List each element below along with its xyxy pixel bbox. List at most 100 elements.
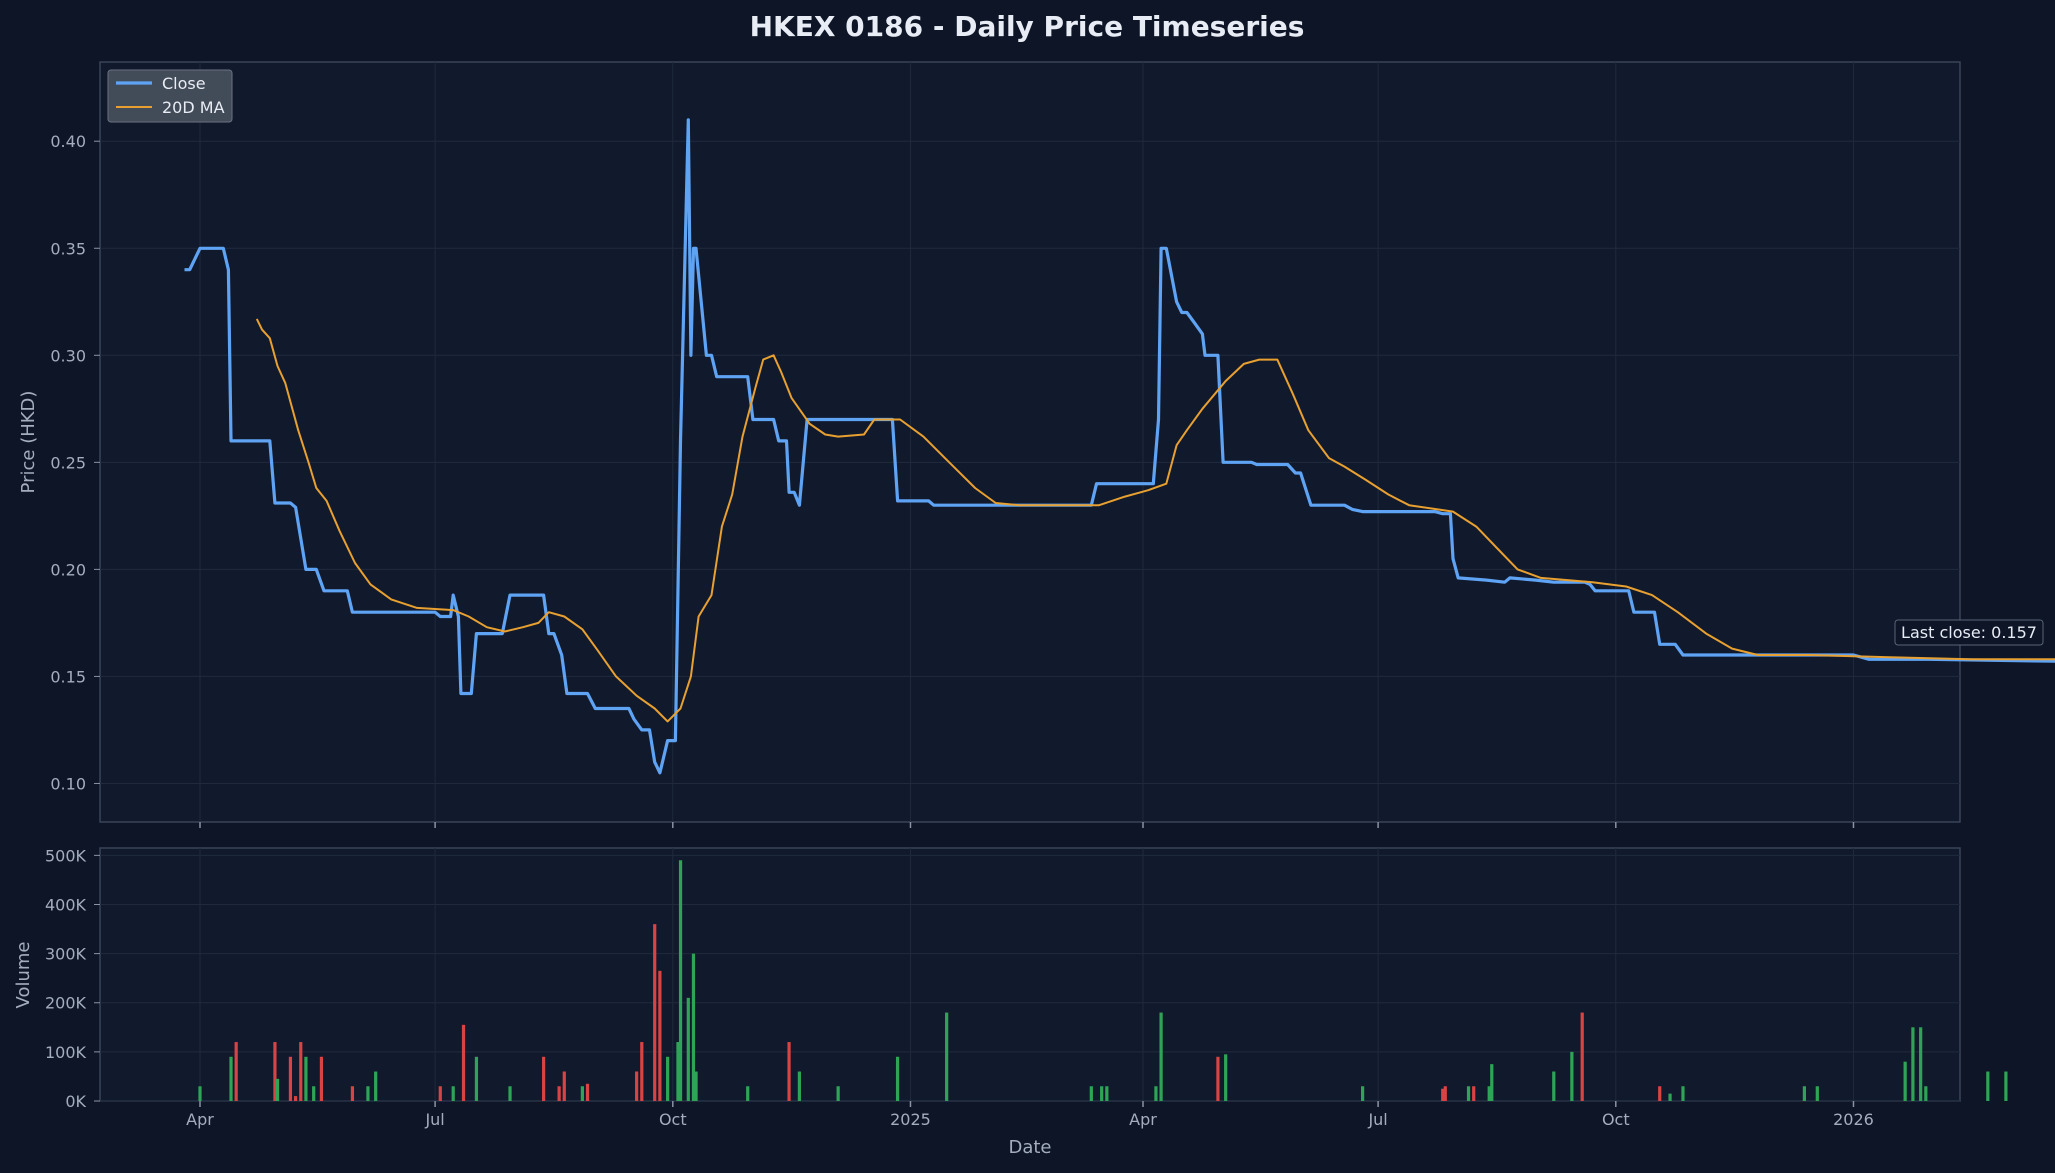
close-price-line (184, 118, 2055, 775)
x-axis-label: Date (1008, 1137, 1051, 1158)
legend: Close 20D MA (107, 69, 233, 123)
volume-bar (797, 1071, 801, 1101)
volume-bar (676, 1042, 680, 1101)
volume-bar (275, 1078, 280, 1101)
volume-bar (678, 860, 683, 1101)
volume-bar (508, 1086, 512, 1101)
volume-bar (273, 1042, 277, 1101)
price-plot-area (99, 61, 1961, 823)
x-tick-label: Apr (186, 1110, 214, 1129)
volume-bar (461, 1024, 466, 1101)
x-tick-label: Apr (1129, 1110, 1157, 1129)
volume-bar (746, 1086, 750, 1101)
volume-bar (438, 1086, 442, 1101)
volume-bar (312, 1086, 316, 1101)
ma20-line (255, 318, 2055, 723)
volume-y-tick-label: 500K (45, 846, 87, 865)
volume-bar (1224, 1054, 1228, 1101)
volume-bar (451, 1086, 455, 1101)
volume-bar (640, 1042, 644, 1101)
volume-y-axis: 0K 100K 200K 300K 400K 500K (45, 846, 100, 1111)
volume-bar (1443, 1086, 1447, 1101)
volume-bar (299, 1042, 303, 1101)
volume-bar (580, 1086, 584, 1101)
volume-bar (1924, 1086, 1928, 1101)
volume-bar (635, 1071, 639, 1101)
volume-bar (836, 1086, 840, 1101)
volume-bar (350, 1086, 355, 1101)
volume-bar (1802, 1086, 1806, 1101)
volume-gridlines (100, 848, 1960, 1102)
volume-bar (293, 1096, 298, 1101)
price-y-tick-label: 0.10 (50, 774, 86, 793)
x-tick-label: Oct (659, 1110, 687, 1129)
volume-bar (686, 997, 690, 1101)
date-x-axis: AprJulOct2025AprJulOct2026Apr (186, 822, 1874, 1129)
volume-bar (895, 1056, 900, 1101)
x-tick-label: Jul (424, 1110, 444, 1129)
volume-y-tick-label: 300K (45, 945, 87, 964)
volume-bar (666, 1056, 670, 1101)
volume-bar (1361, 1086, 1365, 1101)
volume-bar (229, 1056, 233, 1101)
price-y-tick-label: 0.35 (50, 239, 86, 258)
volume-bar (787, 1042, 791, 1101)
volume-y-tick-label: 400K (45, 895, 87, 914)
volume-bar (1472, 1086, 1476, 1101)
price-y-tick-label: 0.25 (50, 453, 86, 472)
annotation-text: Last close: 0.157 (1901, 623, 2037, 642)
price-gridlines (100, 62, 1960, 822)
volume-bar (658, 970, 662, 1101)
volume-bar (198, 1086, 202, 1101)
volume-bar (1490, 1064, 1494, 1101)
volume-y-tick-label: 100K (45, 1043, 87, 1062)
volume-bar (1681, 1086, 1685, 1101)
volume-bar (1911, 1027, 1915, 1101)
volume-y-tick-label: 200K (45, 994, 87, 1013)
volume-bar (1216, 1056, 1220, 1101)
volume-bar (945, 1012, 949, 1101)
price-y-tick-label: 0.40 (50, 132, 86, 151)
volume-bar (1986, 1071, 1990, 1101)
volume-bar (1466, 1086, 1471, 1101)
volume-bar (1815, 1086, 1819, 1101)
volume-bar (1159, 1012, 1163, 1101)
volume-bar (366, 1086, 370, 1101)
volume-bar (1570, 1051, 1574, 1101)
volume-y-axis-label: Volume (13, 942, 34, 1009)
volume-bar (542, 1056, 546, 1101)
volume-bar (585, 1083, 590, 1101)
price-y-tick-label: 0.15 (50, 667, 86, 686)
x-tick-label: 2025 (890, 1110, 931, 1129)
volume-plot-area (99, 847, 1961, 1102)
price-y-axis: 0.10 0.15 0.20 0.25 0.30 0.35 0.40 (50, 132, 100, 793)
volume-bar (691, 953, 696, 1101)
x-tick-label: 2026 (1833, 1110, 1874, 1129)
volume-y-tick-label: 0K (65, 1092, 86, 1111)
volume-bar (694, 1071, 698, 1101)
volume-bar (374, 1071, 378, 1101)
volume-bar (234, 1042, 238, 1101)
volume-bar (1658, 1086, 1662, 1101)
volume-bar (1919, 1027, 1923, 1101)
volume-bar (1154, 1086, 1158, 1101)
annotation-box (1894, 619, 2044, 646)
volume-bar (1100, 1086, 1104, 1101)
volume-bar (1552, 1071, 1556, 1101)
volume-bar (1441, 1088, 1445, 1101)
volume-bar (2004, 1071, 2008, 1101)
x-tick-label: Jul (1367, 1110, 1387, 1129)
volume-bar (304, 1056, 308, 1101)
volume-bar (288, 1056, 293, 1101)
volume-bar (474, 1056, 479, 1101)
volume-bar (1487, 1086, 1491, 1101)
legend-label-ma: 20D MA (162, 98, 225, 117)
volume-bar (653, 924, 657, 1101)
price-y-axis-label: Price (HKD) (18, 391, 39, 494)
volume-bar (557, 1086, 561, 1101)
volume-bar (1105, 1086, 1109, 1101)
volume-bar (319, 1056, 324, 1101)
price-y-tick-label: 0.30 (50, 346, 86, 365)
price-y-tick-label: 0.20 (50, 560, 86, 579)
